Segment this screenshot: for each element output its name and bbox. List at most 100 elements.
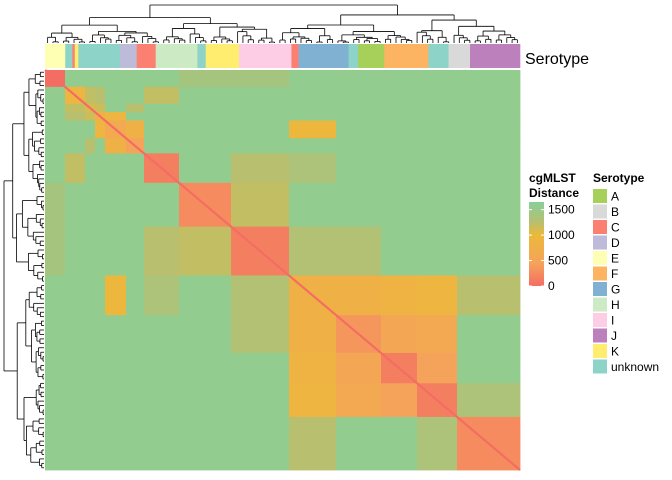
heatmap-cell: [105, 103, 127, 113]
heatmap-cell: [381, 182, 418, 228]
heatmap-cell: [231, 315, 290, 354]
heatmap-cell: [105, 86, 127, 105]
heatmap-cell: [126, 112, 145, 121]
heatmap-cell: [457, 383, 521, 418]
heatmap-cell: [417, 112, 458, 121]
heatmap-cell: [179, 315, 232, 354]
annotation-cell: [428, 44, 449, 68]
serotype-swatch: [593, 282, 607, 296]
heatmap-cell: [231, 103, 290, 113]
heatmap-cell: [45, 383, 66, 418]
heatmap-cell: [126, 416, 145, 471]
heatmap-cell: [231, 86, 290, 105]
heatmap-cell: [126, 182, 145, 228]
annotation-cell: [348, 44, 359, 68]
heatmap-cell: [85, 315, 96, 354]
heatmap-cell: [289, 352, 337, 384]
heatmap-cell: [417, 275, 458, 316]
heatmap-cell: [289, 153, 337, 184]
heatmap-cell: [336, 275, 382, 316]
serotype-swatch: [593, 204, 607, 219]
heatmap-cell: [65, 138, 86, 154]
heatmap-cell: [126, 103, 145, 113]
heatmap-cell: [231, 112, 290, 121]
serotype-label: G: [611, 283, 620, 297]
distance-tick-label: 1000: [548, 228, 575, 242]
heatmap-cell: [289, 416, 337, 471]
heatmap-cell: [381, 416, 418, 471]
heatmap-cell: [457, 120, 521, 139]
heatmap-diagonal: [44, 69, 521, 471]
annotation-cell: [448, 44, 471, 68]
heatmap-cell: [126, 86, 145, 105]
heatmap-cell: [457, 352, 521, 384]
heatmap-cell: [417, 70, 458, 88]
heatmap-cell: [417, 226, 458, 276]
heatmap-cell: [105, 112, 127, 121]
heatmap-cell: [381, 112, 418, 121]
serotype-swatch: [593, 297, 607, 312]
heatmap-cell: [105, 352, 127, 384]
heatmap-cell: [231, 182, 290, 228]
heatmap-cell: [417, 416, 458, 471]
serotype-swatch: [593, 266, 607, 281]
heatmap-cell: [45, 120, 66, 139]
heatmap-cell: [65, 103, 86, 113]
heatmap-cell: [336, 352, 382, 384]
heatmap-cell: [144, 120, 180, 139]
heatmap-cell: [126, 315, 145, 354]
heatmap-cell: [289, 86, 337, 105]
heatmap-cell: [417, 86, 458, 105]
heatmap-cell: [179, 226, 232, 276]
heatmap-cell: [289, 315, 337, 354]
heatmap-cell: [144, 182, 180, 228]
serotype-label: K: [611, 345, 619, 359]
annotation-cell: [136, 44, 157, 68]
annotation-cell: [384, 44, 429, 68]
annotation-cell: [470, 44, 521, 68]
row-dendrogram: [3, 71, 44, 469]
heatmap-cell: [289, 70, 337, 88]
heatmap-cell: [95, 416, 106, 471]
serotype-swatch: [593, 251, 607, 265]
heatmap-cell: [289, 182, 337, 228]
heatmap-cell: [65, 182, 86, 228]
heatmap-cell: [231, 70, 290, 88]
heatmap-cell: [85, 70, 96, 88]
heatmap-cell: [457, 315, 521, 354]
distance-legend-title-line-2: Distance: [529, 186, 579, 200]
heatmap-cell: [289, 120, 337, 139]
heatmap-cell: [65, 153, 86, 184]
heatmap-cell: [336, 70, 382, 88]
heatmap-cell: [144, 103, 180, 113]
heatmap-cell: [65, 383, 86, 418]
heatmap-cell: [179, 86, 232, 105]
heatmap-cell: [231, 120, 290, 139]
serotype-swatch: [593, 313, 607, 327]
heatmap-cell: [289, 383, 337, 418]
heatmap-cell: [95, 315, 106, 354]
heatmap-cell: [179, 275, 232, 316]
heatmap-cell: [179, 138, 232, 154]
heatmap-cell: [289, 112, 337, 121]
heatmap-cell: [457, 275, 521, 316]
heatmap-cell: [65, 416, 86, 471]
heatmap-cell: [417, 120, 458, 139]
heatmap-cell: [65, 70, 86, 88]
annotation-cell: [197, 44, 207, 68]
heatmap-cell: [144, 226, 180, 276]
heatmap-cell: [95, 182, 106, 228]
heatmap-cell: [417, 182, 458, 228]
distance-legend-title-line-1: cgMLST: [529, 171, 576, 185]
serotype-label: unknown: [611, 360, 659, 374]
heatmap-cell: [105, 153, 127, 184]
heatmap-cell: [126, 120, 145, 139]
heatmap-cell: [336, 416, 382, 471]
heatmap-cell: [336, 138, 382, 154]
heatmap-cell: [105, 275, 127, 316]
heatmap-cell: [336, 383, 382, 418]
distance-legend-ticks: 0 500 1000 1500: [529, 203, 575, 293]
heatmap-cell: [85, 86, 96, 105]
